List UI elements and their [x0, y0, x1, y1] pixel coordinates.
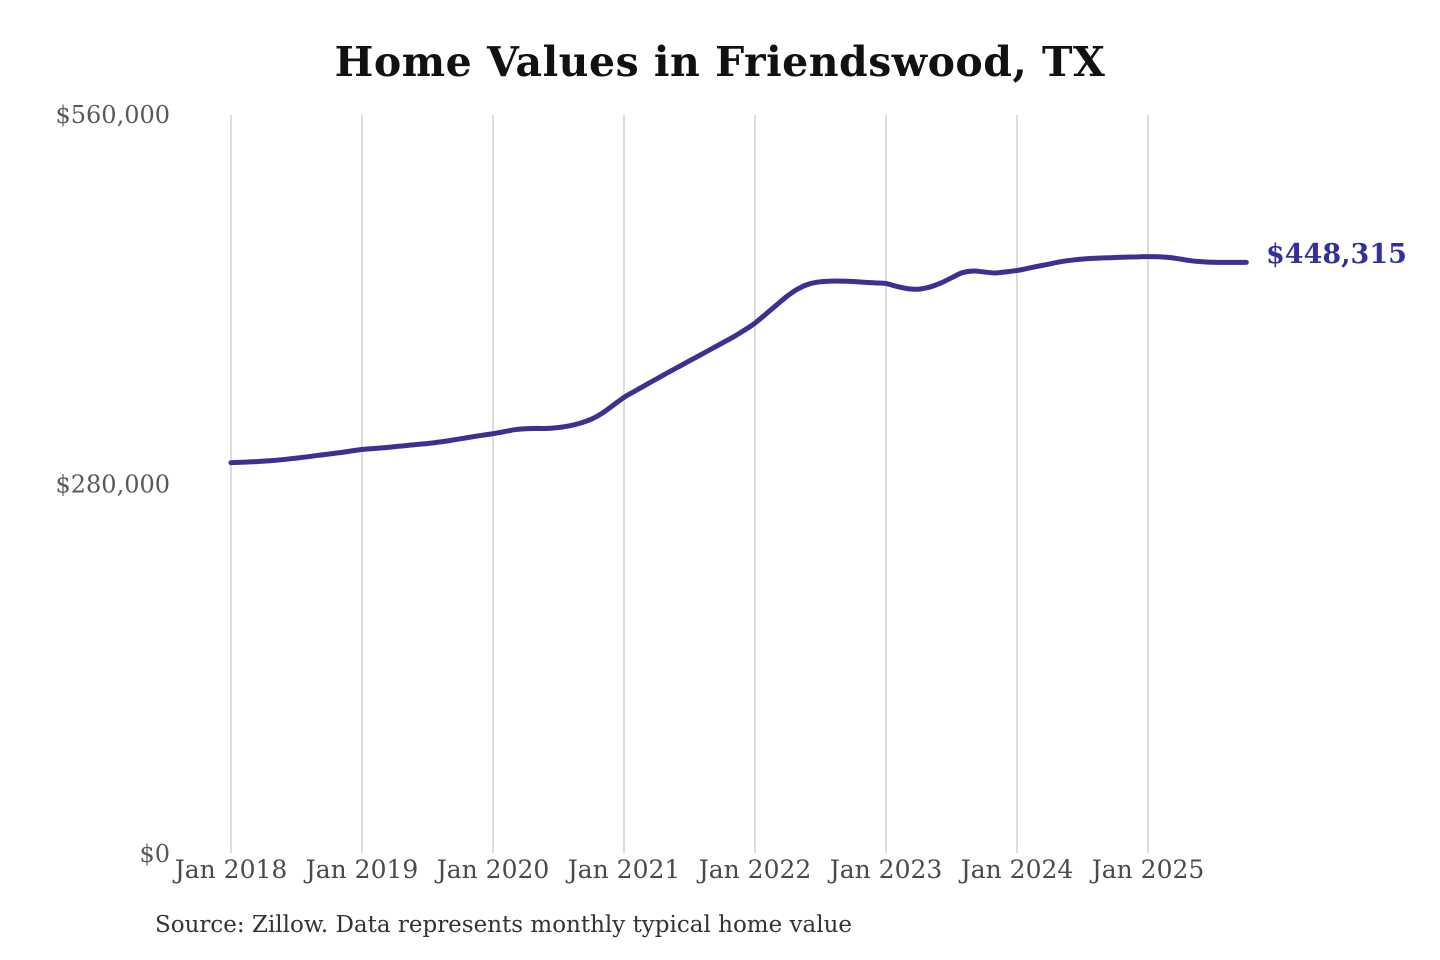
svg-text:Jan 2025: Jan 2025: [1089, 855, 1205, 884]
value-line: [228, 254, 1249, 466]
svg-text:Jan 2021: Jan 2021: [565, 855, 681, 884]
source-note: Source: Zillow. Data represents monthly …: [155, 912, 853, 938]
svg-text:Jan 2020: Jan 2020: [434, 855, 550, 884]
svg-text:Jan 2023: Jan 2023: [827, 855, 943, 884]
gridlines: [230, 115, 1149, 853]
svg-text:$280,000: $280,000: [55, 471, 170, 499]
svg-text:Jan 2022: Jan 2022: [696, 855, 812, 884]
svg-text:$560,000: $560,000: [55, 101, 170, 129]
y-axis-labels: $0 $280,000 $560,000: [55, 101, 170, 868]
current-value-label: $448,315: [1266, 239, 1407, 270]
x-axis-labels: Jan 2018 Jan 2019 Jan 2020 Jan 2021 Jan 2022…: [172, 855, 1205, 884]
svg-text:$0: $0: [139, 840, 170, 868]
svg-text:Jan 2019: Jan 2019: [303, 855, 419, 884]
chart-title: Home Values in Friendswood, TX: [334, 38, 1106, 86]
svg-text:Jan 2018: Jan 2018: [172, 855, 288, 884]
svg-text:Jan 2024: Jan 2024: [958, 855, 1074, 884]
